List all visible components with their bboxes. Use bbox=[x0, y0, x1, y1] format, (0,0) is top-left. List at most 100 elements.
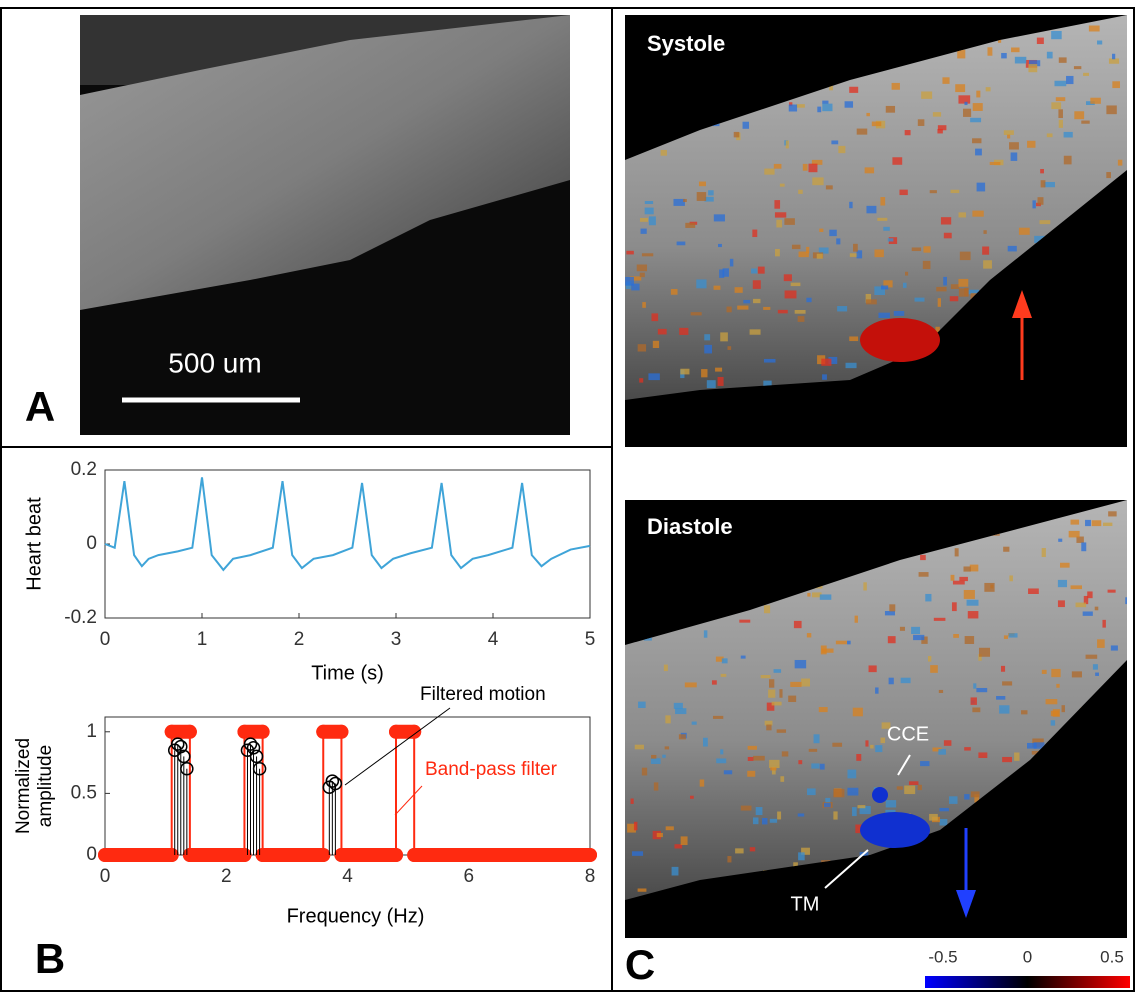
speckle bbox=[704, 345, 712, 354]
speckle bbox=[877, 218, 887, 221]
speckle bbox=[1011, 48, 1019, 53]
speckle bbox=[900, 627, 905, 631]
speckle bbox=[894, 311, 904, 316]
speckle bbox=[964, 288, 968, 297]
speckle bbox=[865, 740, 868, 746]
speckle bbox=[863, 582, 866, 590]
speckle bbox=[915, 298, 925, 302]
speckle bbox=[753, 299, 760, 303]
speckle bbox=[1108, 590, 1116, 593]
speckle bbox=[681, 836, 688, 845]
speckle bbox=[730, 259, 733, 267]
speckle bbox=[831, 140, 838, 144]
speckle bbox=[1064, 132, 1073, 138]
speckle bbox=[928, 656, 931, 662]
speckle bbox=[853, 708, 863, 717]
speckle bbox=[680, 369, 689, 375]
speckle bbox=[1014, 752, 1019, 760]
speckle bbox=[748, 757, 754, 761]
speckle bbox=[959, 212, 966, 217]
speckle bbox=[808, 164, 817, 173]
speckle bbox=[1066, 76, 1073, 84]
speckle bbox=[819, 707, 828, 712]
speckle bbox=[888, 238, 894, 241]
speckle bbox=[1071, 520, 1080, 525]
speckle bbox=[1002, 681, 1012, 685]
speckle bbox=[637, 264, 647, 271]
speckle bbox=[1090, 98, 1101, 104]
x-tick-label: 5 bbox=[585, 629, 596, 650]
speckle bbox=[1009, 142, 1019, 149]
speckle bbox=[762, 818, 768, 824]
y-tick-label: 0 bbox=[86, 533, 97, 554]
speckle bbox=[892, 157, 902, 165]
speckle bbox=[1021, 710, 1027, 714]
speckle bbox=[653, 341, 659, 348]
speckle bbox=[936, 287, 946, 291]
speckle bbox=[934, 618, 946, 621]
speckle bbox=[886, 106, 895, 113]
annotation: Band-pass filter bbox=[425, 759, 558, 780]
y-tick-label: 0 bbox=[86, 844, 97, 865]
speckle bbox=[770, 767, 776, 770]
speckle bbox=[925, 594, 931, 602]
speckle bbox=[696, 279, 706, 288]
speckle bbox=[938, 749, 946, 755]
speckle bbox=[1097, 639, 1105, 648]
speckle bbox=[788, 696, 796, 702]
speckle bbox=[1126, 842, 1133, 850]
speckle bbox=[964, 794, 969, 799]
speckle bbox=[748, 746, 757, 750]
speckle bbox=[1041, 180, 1046, 187]
speckle bbox=[685, 223, 695, 228]
speckle bbox=[1092, 520, 1102, 526]
speckle bbox=[970, 565, 979, 572]
speckle bbox=[761, 675, 771, 678]
speckle bbox=[943, 277, 947, 286]
speckle bbox=[775, 212, 786, 217]
speckle bbox=[824, 803, 831, 807]
speckle bbox=[939, 808, 948, 811]
speckle bbox=[661, 150, 667, 156]
speckle bbox=[849, 87, 858, 93]
speckle bbox=[855, 616, 858, 623]
speckle bbox=[821, 645, 827, 654]
speckle bbox=[626, 251, 633, 255]
speckle bbox=[1051, 669, 1060, 677]
speckle bbox=[1072, 671, 1082, 677]
speckle bbox=[642, 253, 653, 256]
speckle bbox=[976, 91, 980, 98]
speckle bbox=[1074, 66, 1081, 69]
speckle bbox=[833, 789, 844, 797]
speckle bbox=[665, 746, 669, 749]
speckle bbox=[857, 129, 868, 135]
speckle bbox=[977, 183, 986, 192]
speckle bbox=[727, 346, 731, 350]
speckle bbox=[1087, 591, 1092, 598]
speckle bbox=[799, 252, 809, 258]
speckle bbox=[1060, 563, 1070, 568]
speckle bbox=[919, 572, 929, 577]
speckle bbox=[747, 771, 755, 777]
speckle bbox=[971, 697, 977, 704]
speckle bbox=[642, 302, 646, 308]
speckle bbox=[798, 760, 802, 764]
y-axis-label: amplitude bbox=[35, 745, 56, 827]
speckle bbox=[975, 149, 982, 156]
speckle bbox=[858, 805, 866, 808]
speckle bbox=[955, 548, 959, 556]
speckle bbox=[874, 249, 883, 257]
speckle bbox=[727, 307, 732, 313]
speckle bbox=[715, 368, 722, 372]
speckle bbox=[866, 113, 869, 116]
speckle bbox=[784, 218, 795, 225]
speckle bbox=[964, 747, 971, 750]
speckle bbox=[973, 103, 983, 111]
speckle bbox=[756, 807, 763, 815]
speckle bbox=[789, 105, 797, 112]
speckle bbox=[780, 776, 784, 782]
colorbar-tick-label: -0.5 bbox=[928, 947, 957, 966]
speckle bbox=[716, 758, 726, 763]
speckle bbox=[1037, 38, 1044, 44]
speckle bbox=[727, 856, 731, 862]
